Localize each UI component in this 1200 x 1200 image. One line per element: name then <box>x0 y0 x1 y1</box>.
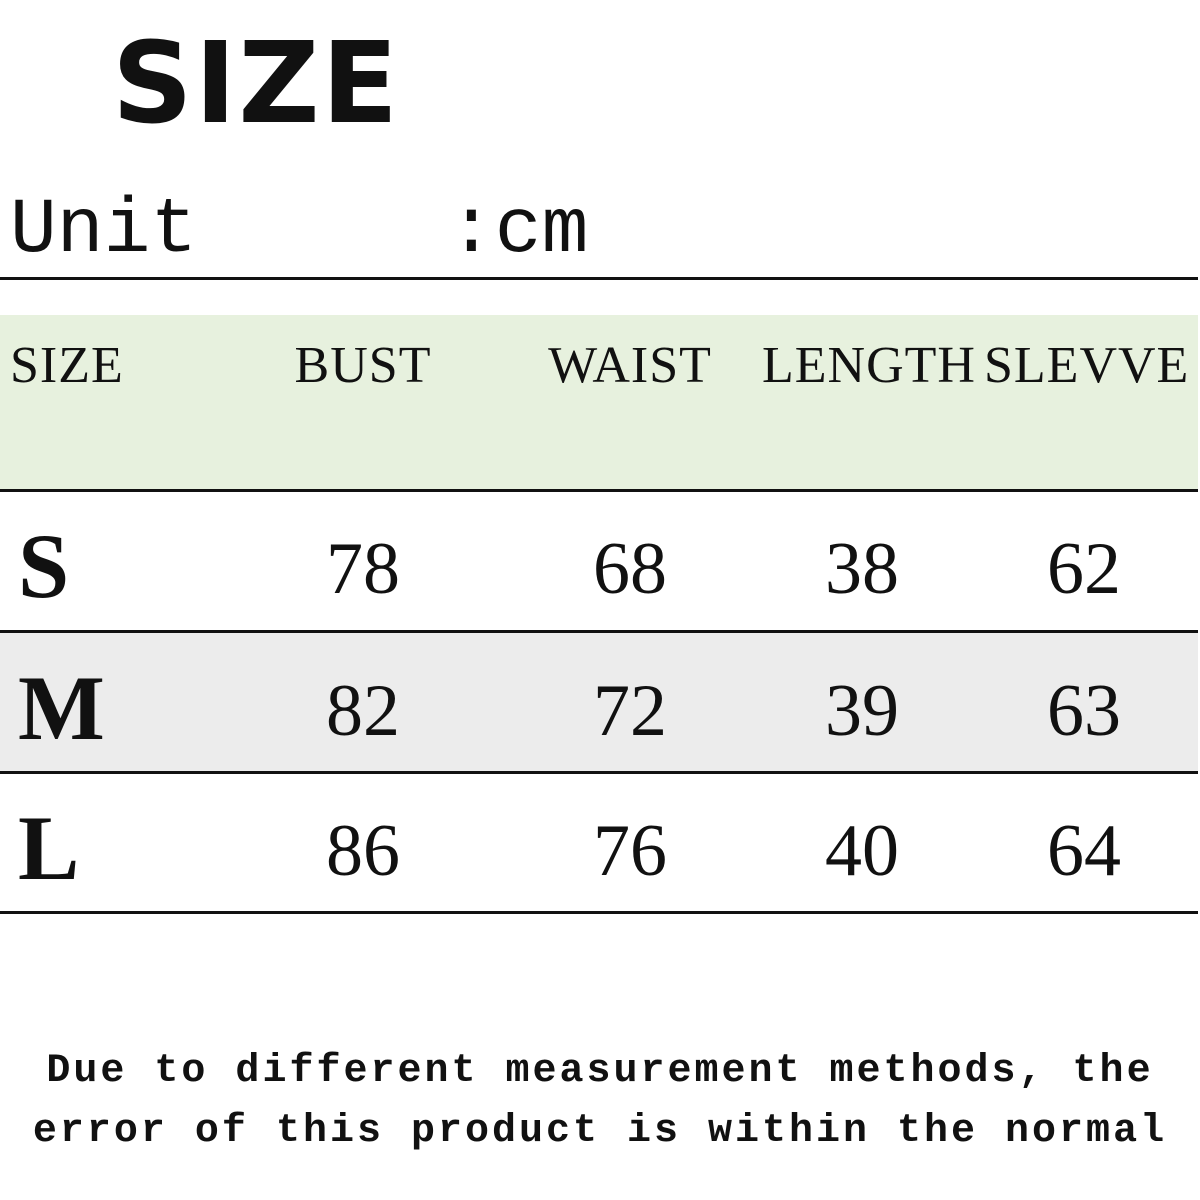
header-band <box>0 315 1198 490</box>
cell: 39 <box>825 670 899 752</box>
note-line: Due to different measurement methods, th… <box>46 1049 1154 1094</box>
unit-label: Unit <box>10 187 198 275</box>
cell: 78 <box>326 528 400 610</box>
title: SIZE <box>112 19 401 149</box>
cell: 64 <box>1047 810 1121 892</box>
column-header: BUST <box>294 337 432 394</box>
unit-value: :cm <box>448 187 589 275</box>
rule <box>0 489 1198 492</box>
rule <box>0 911 1198 914</box>
size-label: S <box>18 515 70 617</box>
column-header: LENGTH <box>762 337 976 394</box>
cell: 72 <box>593 670 667 752</box>
cell: 86 <box>326 810 400 892</box>
rule <box>0 277 1198 280</box>
size-label: M <box>18 657 105 759</box>
column-header: SLEVVE <box>984 337 1190 394</box>
cell: 38 <box>825 528 899 610</box>
size-label: L <box>18 797 80 899</box>
column-header: WAIST <box>548 337 712 394</box>
rule <box>0 771 1198 774</box>
row-band <box>0 633 1198 772</box>
cell: 40 <box>825 810 899 892</box>
note-line: error of this product is within the norm… <box>32 1109 1168 1154</box>
rule <box>0 630 1198 633</box>
cell: 68 <box>593 528 667 610</box>
cell: 82 <box>326 670 400 752</box>
cell: 62 <box>1047 528 1121 610</box>
column-header: SIZE <box>10 337 124 394</box>
cell: 63 <box>1047 670 1121 752</box>
cell: 76 <box>593 810 667 892</box>
